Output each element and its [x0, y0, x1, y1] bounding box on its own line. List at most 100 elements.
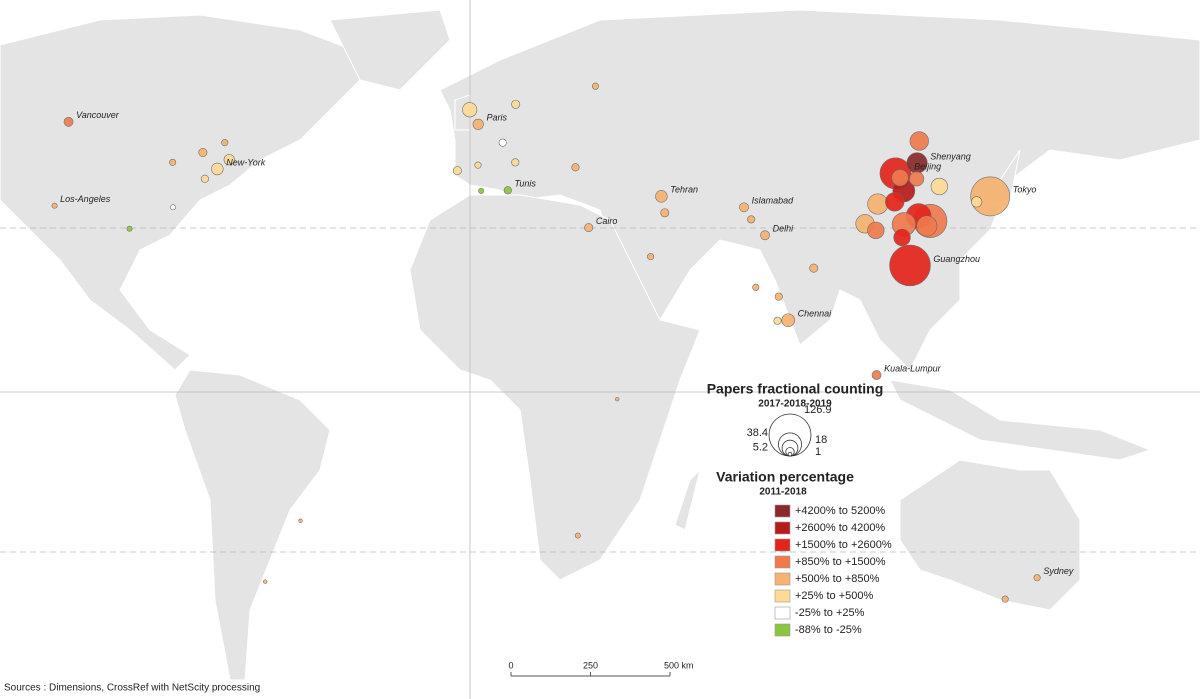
color-legend-label: +2600% to 4200%	[795, 522, 885, 534]
color-legend-label: +500% to +850%	[795, 573, 880, 585]
city-label: Delhi	[773, 224, 795, 234]
city-circle	[462, 102, 478, 118]
city-circle	[571, 163, 580, 172]
city-circle	[63, 116, 74, 127]
city-circle	[503, 186, 512, 195]
scale-label: 500 km	[664, 660, 694, 670]
city-circle	[885, 192, 905, 212]
size-legend-label: 38.4	[747, 427, 768, 439]
color-legend-label: +850% to +1500%	[795, 556, 886, 568]
city-circle	[809, 263, 819, 273]
city-label: Sydney	[1043, 566, 1074, 576]
color-legend-label: +4200% to 5200%	[795, 505, 885, 517]
city-circle	[773, 316, 782, 325]
city-circle	[51, 202, 58, 209]
north-america	[0, 14, 381, 371]
city-circle	[760, 230, 770, 241]
city-circle	[198, 148, 208, 157]
color-swatch	[774, 521, 791, 535]
color-swatch	[774, 555, 791, 569]
city-circle	[452, 166, 462, 176]
city-circle	[200, 174, 209, 183]
size-legend-label: 1	[815, 446, 821, 458]
city-label: Tehran	[670, 185, 698, 195]
city-circle	[615, 396, 620, 402]
city-circle	[126, 225, 133, 232]
size-legend-label: 5.2	[753, 441, 768, 453]
city-circle	[752, 283, 760, 291]
city-circle	[263, 579, 268, 584]
city-circle	[871, 370, 882, 380]
city-circle	[511, 99, 521, 109]
south-america	[174, 369, 331, 681]
city-label: Vancouver	[76, 110, 120, 120]
city-circle	[498, 138, 507, 147]
city-label: Cairo	[596, 216, 618, 226]
city-label: Shenyang	[930, 151, 971, 161]
city-circle	[655, 190, 668, 203]
color-legend-label: -25% to +25%	[795, 607, 865, 619]
color-swatch	[774, 606, 791, 620]
size-legend-circle	[787, 451, 793, 457]
color-swatch	[774, 504, 791, 518]
city-circle	[169, 158, 177, 166]
city-label: Tokyo	[1013, 185, 1037, 195]
city-circle	[584, 223, 594, 233]
city-circle	[909, 171, 925, 187]
city-circle	[478, 187, 485, 194]
size-legend-title: Papers fractional counting	[707, 381, 884, 397]
greenland	[329, 9, 451, 91]
city-label: New-York	[226, 157, 266, 167]
city-circle	[867, 193, 889, 215]
city-circle	[774, 292, 783, 301]
city-circle	[970, 176, 1011, 217]
city-circle	[891, 169, 909, 187]
color-legend-label: +25% to +500%	[795, 590, 874, 602]
city-circle	[747, 215, 756, 224]
indonesia	[889, 379, 1152, 461]
city-circle	[660, 208, 670, 218]
city-label: Los-Angeles	[60, 194, 111, 204]
city-label: Islamabad	[752, 196, 795, 206]
color-legend-title: Variation percentage	[716, 469, 854, 485]
city-circle	[221, 139, 229, 147]
city-circle	[909, 131, 929, 151]
city-label: Guangzhou	[933, 254, 980, 264]
source: Sources : Dimensions, CrossRef with NetS…	[4, 683, 260, 694]
city-circle	[298, 518, 303, 523]
city-circle	[647, 253, 655, 261]
city-circle	[867, 221, 885, 239]
color-legend-subtitle: 2011-2018	[759, 487, 807, 498]
city-circle	[474, 161, 482, 169]
size-legend-subtitle: 2017-2018-2019	[758, 399, 832, 410]
city-circle	[511, 158, 520, 167]
city-circle	[889, 244, 931, 287]
city-circle	[971, 196, 983, 208]
city-circle	[739, 202, 749, 213]
color-swatch	[774, 623, 791, 637]
size-legend-label: 18	[815, 434, 827, 446]
city-circle	[893, 228, 911, 247]
city-circle	[1033, 574, 1041, 582]
color-legend-label: +1500% to +2600%	[795, 539, 892, 551]
color-swatch	[774, 538, 791, 552]
city-circle	[211, 162, 224, 176]
city-circle	[170, 204, 176, 211]
city-label: Chennai	[798, 309, 833, 319]
city-label: Tunis	[515, 179, 537, 189]
australia	[899, 459, 1081, 611]
africa	[409, 194, 701, 581]
city-circle	[574, 532, 581, 539]
color-swatch	[774, 589, 791, 603]
size-legend-label: 126.9	[804, 404, 832, 416]
color-legend-label: -88% to -25%	[795, 624, 862, 636]
city-circle	[472, 118, 484, 130]
scale-label: 0	[508, 660, 513, 670]
scale-label: 250	[583, 660, 598, 670]
city-circle	[916, 215, 938, 237]
city-label: Kuala-Lumpur	[884, 363, 942, 373]
city-circle	[781, 313, 795, 327]
city-label: Beijing	[914, 162, 941, 172]
madagascar	[674, 468, 701, 531]
